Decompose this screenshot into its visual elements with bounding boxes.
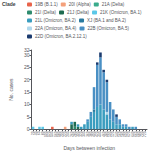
svg-text:15: 15 bbox=[24, 89, 30, 95]
svg-text:40: 40 bbox=[34, 131, 39, 136]
svg-text:21L (Omicron, BA.2): 21L (Omicron, BA.2) bbox=[35, 18, 76, 23]
svg-text:21J (Delta): 21J (Delta) bbox=[67, 10, 90, 15]
svg-text:21K (Omicron, BA.1): 21K (Omicron, BA.1) bbox=[100, 10, 142, 15]
svg-text:660: 660 bbox=[133, 131, 138, 138]
svg-text:600: 600 bbox=[124, 131, 129, 138]
svg-text:120: 120 bbox=[47, 131, 52, 138]
svg-text:21I (Delta): 21I (Delta) bbox=[35, 10, 57, 15]
svg-text:19B (B.1.1): 19B (B.1.1) bbox=[35, 2, 58, 7]
svg-text:280: 280 bbox=[72, 131, 77, 138]
svg-text:320: 320 bbox=[79, 131, 84, 138]
svg-text:60: 60 bbox=[37, 131, 42, 136]
svg-text:300: 300 bbox=[76, 131, 80, 138]
svg-text:460: 460 bbox=[101, 131, 106, 138]
svg-text:420: 420 bbox=[95, 131, 100, 138]
svg-text:XJ (BA.1 and BA.2): XJ (BA.1 and BA.2) bbox=[87, 18, 127, 23]
svg-text:620: 620 bbox=[127, 131, 132, 138]
svg-text:480: 480 bbox=[104, 131, 109, 138]
svg-text:21A (Delta): 21A (Delta) bbox=[102, 2, 125, 7]
svg-text:80: 80 bbox=[40, 131, 45, 136]
svg-text:220: 220 bbox=[63, 131, 68, 138]
svg-text:Days between infection: Days between infection bbox=[63, 145, 115, 151]
svg-text:32: 32 bbox=[24, 47, 30, 53]
svg-text:720: 720 bbox=[143, 131, 147, 137]
svg-text:400: 400 bbox=[92, 131, 96, 138]
svg-text:180: 180 bbox=[56, 131, 61, 138]
svg-text:Clade: Clade bbox=[2, 1, 16, 7]
svg-text:0: 0 bbox=[27, 126, 30, 132]
svg-text:580: 580 bbox=[120, 131, 125, 138]
svg-text:25: 25 bbox=[24, 64, 30, 70]
svg-text:380: 380 bbox=[88, 131, 93, 138]
svg-text:200: 200 bbox=[60, 131, 64, 138]
svg-text:5: 5 bbox=[27, 114, 30, 120]
svg-text:100: 100 bbox=[43, 131, 48, 138]
svg-text:22B (Omicron, BA.5): 22B (Omicron, BA.5) bbox=[88, 26, 130, 31]
svg-text:10: 10 bbox=[24, 101, 30, 107]
svg-text:560: 560 bbox=[117, 131, 122, 138]
svg-text:22D (Omicron, BA.2.12.1): 22D (Omicron, BA.2.12.1) bbox=[35, 34, 87, 39]
svg-text:260: 260 bbox=[69, 131, 74, 138]
svg-text:140: 140 bbox=[50, 131, 55, 138]
svg-text:20I (Alpha): 20I (Alpha) bbox=[69, 2, 92, 7]
svg-text:160: 160 bbox=[53, 131, 58, 138]
svg-text:700: 700 bbox=[140, 131, 145, 138]
svg-text:520: 520 bbox=[111, 131, 116, 138]
svg-text:640: 640 bbox=[130, 131, 135, 138]
svg-text:No. cases: No. cases bbox=[8, 78, 14, 101]
svg-text:360: 360 bbox=[85, 131, 90, 138]
svg-text:20: 20 bbox=[31, 131, 36, 136]
svg-text:680: 680 bbox=[137, 131, 141, 138]
svg-text:340: 340 bbox=[82, 131, 87, 138]
svg-text:540: 540 bbox=[114, 131, 119, 138]
svg-text:20: 20 bbox=[24, 77, 30, 83]
svg-text:440: 440 bbox=[98, 131, 103, 138]
svg-text:30: 30 bbox=[23, 52, 30, 58]
svg-text:22A (Omicron, BA.4): 22A (Omicron, BA.4) bbox=[35, 26, 77, 31]
svg-text:500: 500 bbox=[108, 131, 113, 138]
svg-text:240: 240 bbox=[66, 131, 71, 138]
